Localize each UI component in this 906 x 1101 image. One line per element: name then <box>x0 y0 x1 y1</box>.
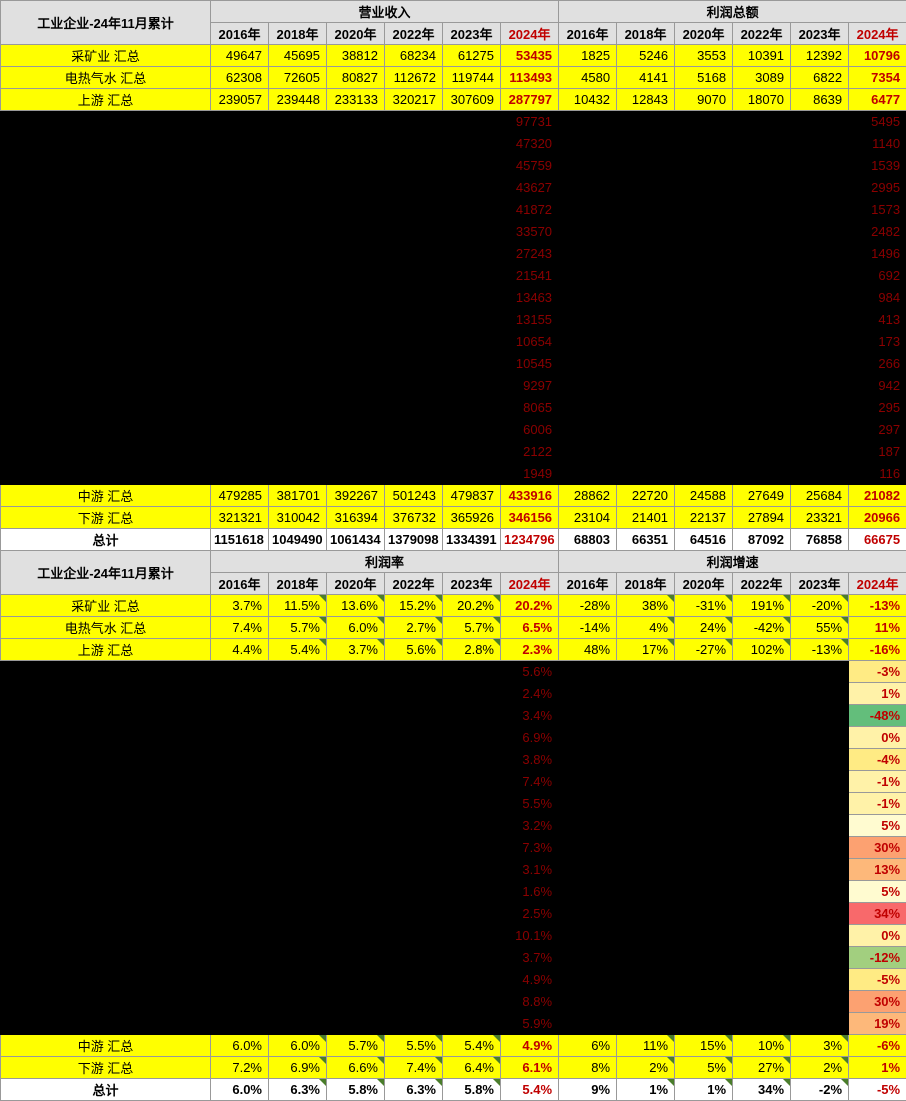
row-label: 上游 汇总 <box>1 89 211 111</box>
row-label: 中游 汇总 <box>1 1035 211 1057</box>
year-header: 2018年 <box>269 23 327 45</box>
year-header: 2016年 <box>211 23 269 45</box>
row-label: 下游 汇总 <box>1 1057 211 1079</box>
group-profit: 利润总额 <box>559 1 906 23</box>
year-header: 2022年 <box>733 23 791 45</box>
row-label: 电热气水 汇总 <box>1 67 211 89</box>
year-header: 2016年 <box>559 23 617 45</box>
row-label: 总计 <box>1 1079 211 1101</box>
industrial-data-table: 工业企业-24年11月累计营业收入利润总额2016年2018年2020年2022… <box>0 0 906 1101</box>
group-revenue: 营业收入 <box>211 1 559 23</box>
year-header: 2024年 <box>849 23 906 45</box>
year-header: 2020年 <box>675 23 733 45</box>
row-label: 采矿业 汇总 <box>1 45 211 67</box>
table-title-2: 工业企业-24年11月累计 <box>1 551 211 595</box>
row-label: 上游 汇总 <box>1 639 211 661</box>
row-label: 下游 汇总 <box>1 507 211 529</box>
year-header: 2018年 <box>617 23 675 45</box>
year-header: 2023年 <box>443 23 501 45</box>
row-label: 总计 <box>1 529 211 551</box>
group-growth: 利润增速 <box>559 551 906 573</box>
row-label: 采矿业 汇总 <box>1 595 211 617</box>
group-margin: 利润率 <box>211 551 559 573</box>
year-header: 2024年 <box>501 23 559 45</box>
row-label: 电热气水 汇总 <box>1 617 211 639</box>
year-header: 2022年 <box>385 23 443 45</box>
table-title: 工业企业-24年11月累计 <box>1 1 211 45</box>
year-header: 2023年 <box>791 23 849 45</box>
row-label: 中游 汇总 <box>1 485 211 507</box>
year-header: 2020年 <box>327 23 385 45</box>
